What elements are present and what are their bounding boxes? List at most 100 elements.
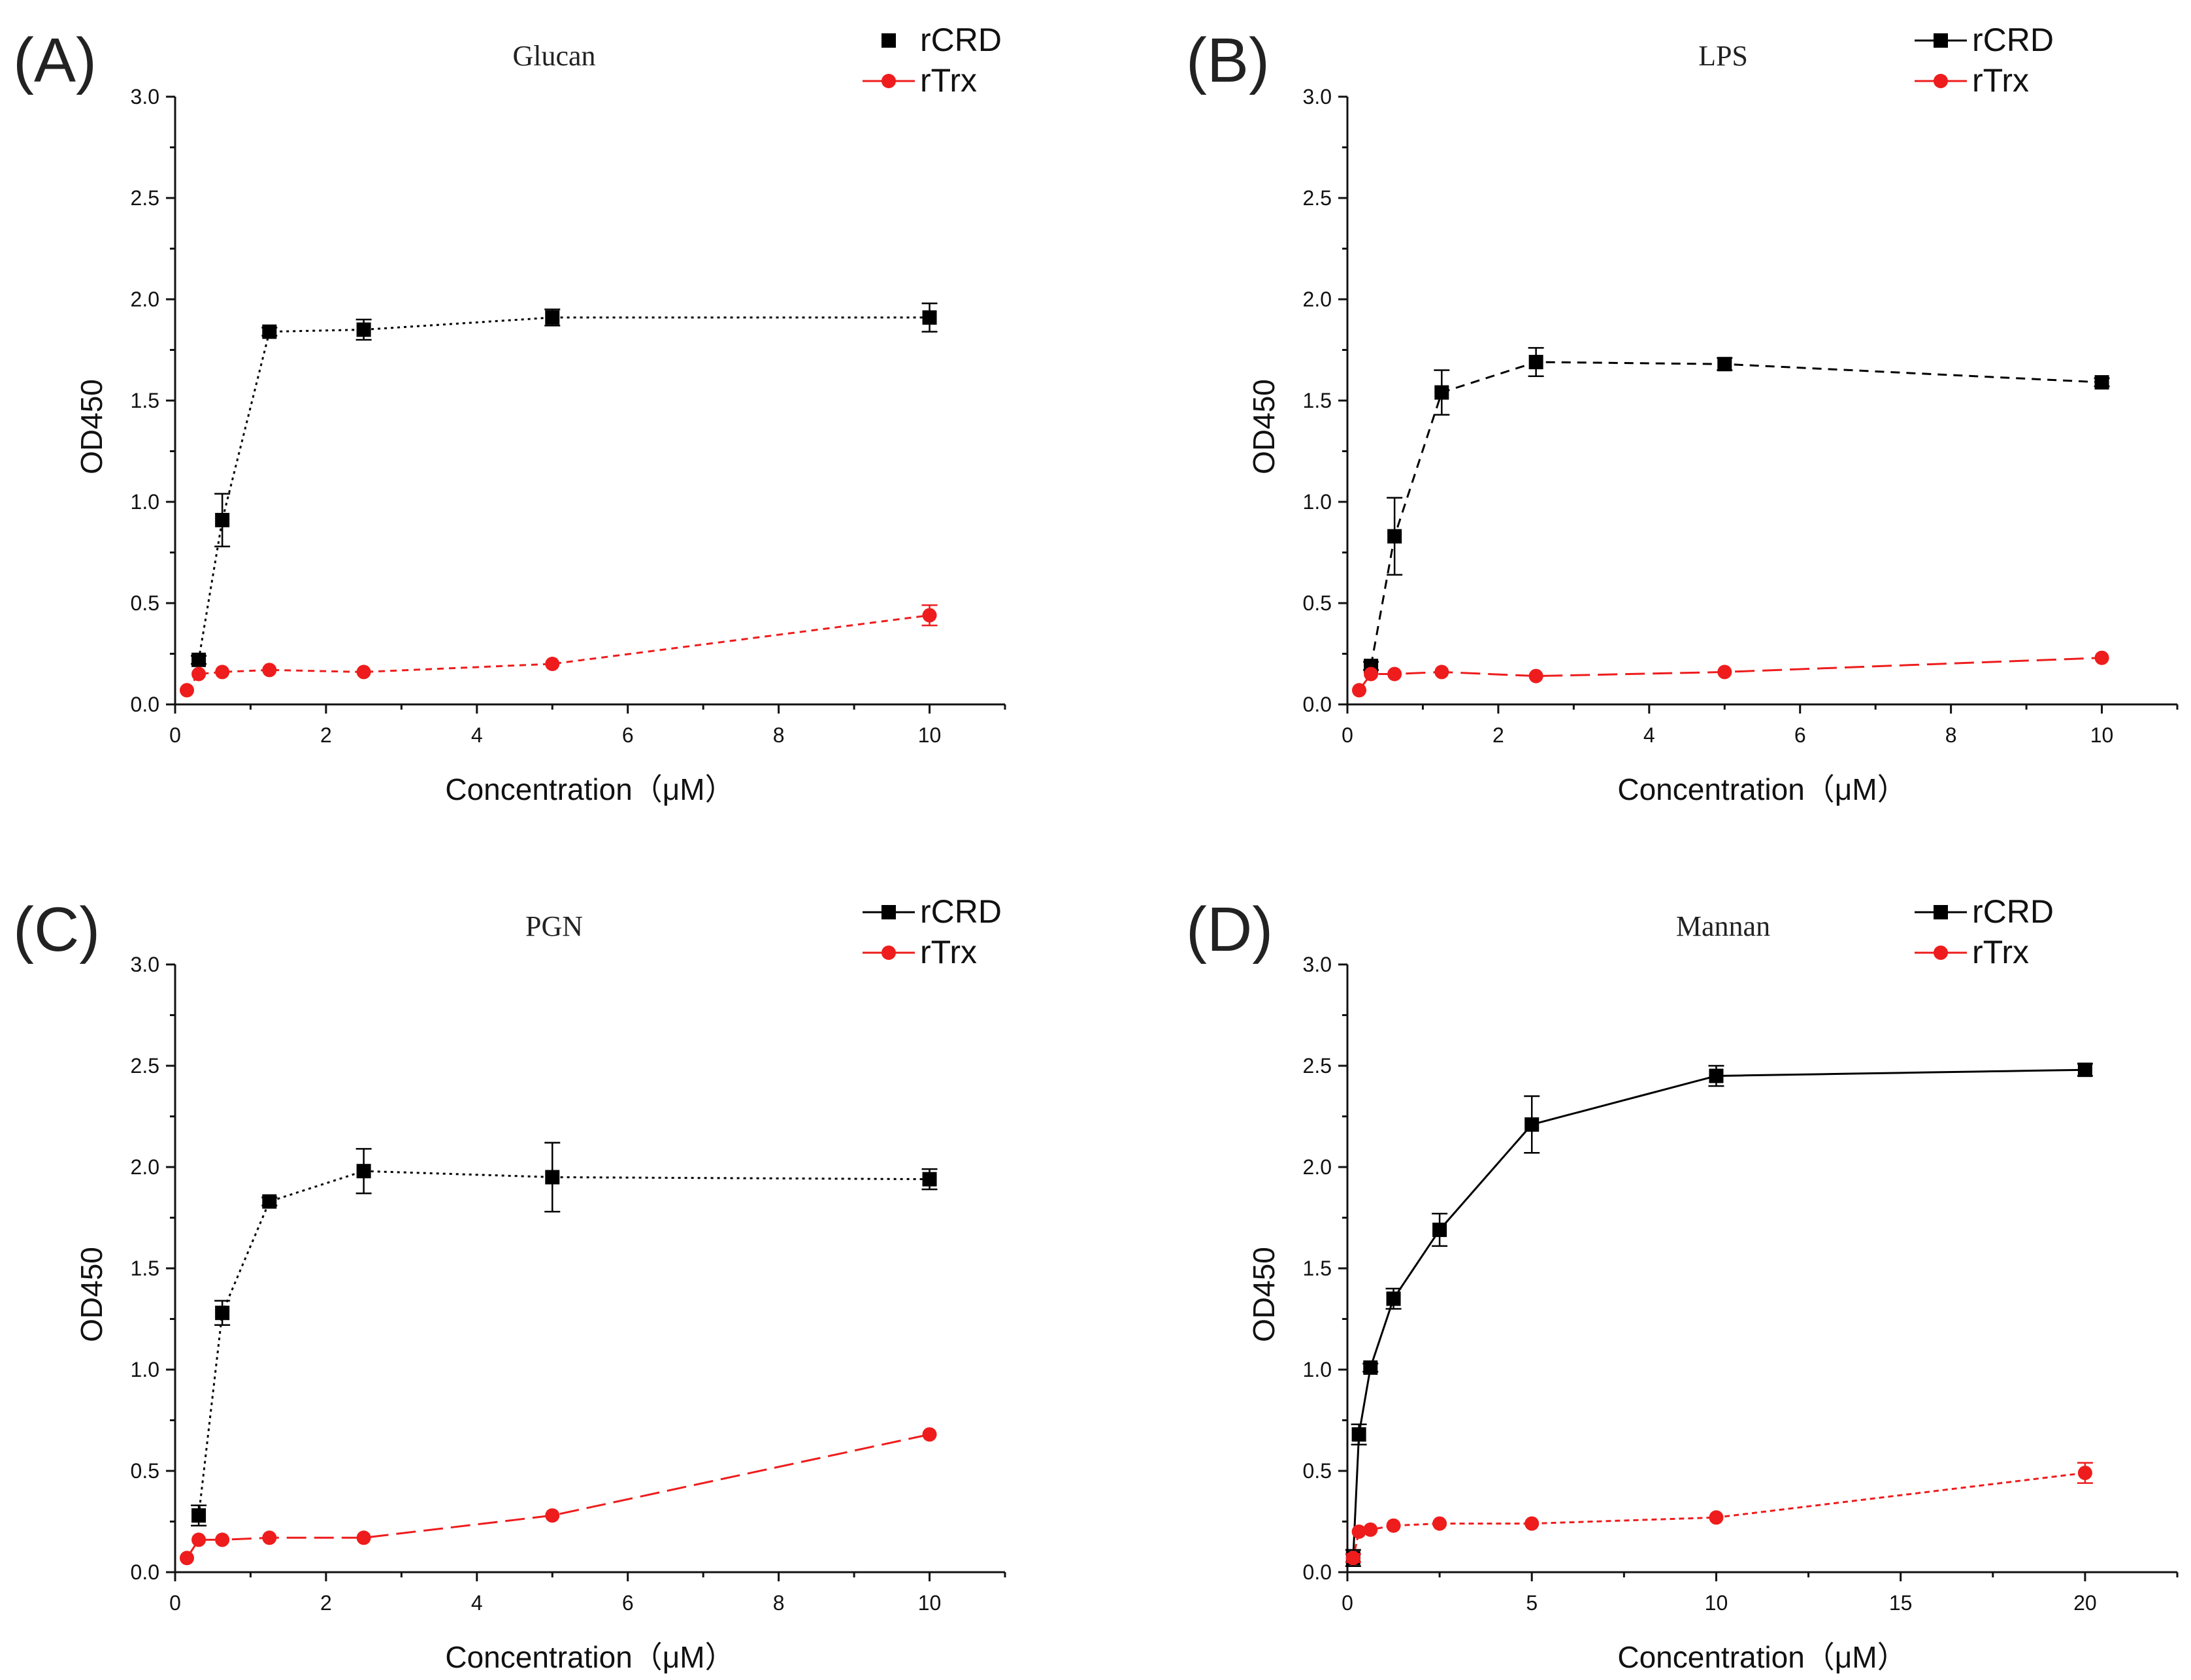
chart-panel-1: (B) LPS 0.0 0.5 1.0 1.5 2.0 2.5 3.0 0 2 4 6 8 10 Concen…: [1186, 22, 2179, 806]
data-point-rTrx: [922, 1427, 937, 1442]
legend-marker-rCRD: [1934, 33, 1948, 48]
data-point-rTrx: [1528, 668, 1543, 684]
y-tick-label: 2.5: [131, 1054, 159, 1078]
legend-label-rTrx: rTrx: [1972, 934, 2029, 970]
data-point-rTrx: [1434, 665, 1449, 680]
y-axis-label: OD450: [74, 379, 108, 474]
data-point-rCRD: [1709, 1068, 1724, 1083]
x-tick-label: 10: [918, 1591, 942, 1615]
data-point-rCRD: [922, 310, 937, 325]
data-point-rCRD: [215, 1306, 230, 1321]
data-point-rCRD: [262, 1194, 277, 1209]
data-point-rTrx: [1345, 1551, 1360, 1566]
data-point-rTrx: [1352, 683, 1367, 698]
y-tick-label: 0.0: [131, 1560, 159, 1584]
data-point-rCRD: [1387, 529, 1402, 544]
y-axis-label: OD450: [1247, 1247, 1281, 1342]
x-tick-label: 0: [1342, 1591, 1353, 1615]
data-point-rTrx: [1709, 1510, 1724, 1525]
y-tick-label: 0.5: [1303, 591, 1332, 615]
data-point-rTrx: [1717, 665, 1732, 680]
x-tick-label: 6: [622, 723, 634, 747]
x-tick-label: 8: [773, 1591, 785, 1615]
data-point-rCRD: [922, 1172, 937, 1187]
y-tick-label: 0.5: [131, 1459, 159, 1483]
data-point-rTrx: [1351, 1524, 1366, 1539]
series-line-rCRD: [1370, 361, 2102, 667]
data-point-rCRD: [1432, 1223, 1447, 1238]
x-tick-label: 4: [471, 1591, 483, 1615]
data-point-rCRD: [545, 310, 560, 325]
x-axis-label: Concentration（μM）: [1617, 772, 1907, 806]
data-point-rTrx: [2077, 1466, 2092, 1481]
y-tick-label: 3.0: [1303, 85, 1332, 108]
y-tick-label: 0.5: [1303, 1459, 1332, 1483]
y-tick-label: 1.5: [1303, 389, 1332, 412]
data-point-rTrx: [356, 665, 371, 680]
data-point-rCRD: [262, 324, 277, 339]
x-tick-label: 4: [471, 723, 483, 747]
x-axis-label: Concentration（μM）: [445, 1640, 734, 1674]
legend-marker-rTrx: [881, 946, 896, 960]
legend-label-rCRD: rCRD: [1972, 22, 2054, 58]
data-point-rTrx: [1432, 1516, 1447, 1531]
x-tick-label: 6: [622, 1591, 634, 1615]
data-point-rTrx: [180, 683, 195, 698]
series-line-rCRD: [1352, 1068, 2085, 1558]
panel-label: (C): [13, 895, 100, 964]
axes: [1346, 97, 2177, 706]
data-point-rTrx: [1364, 667, 1379, 682]
data-point-rCRD: [356, 322, 371, 337]
x-tick-label: 8: [773, 723, 785, 747]
y-tick-label: 2.5: [1303, 186, 1332, 210]
axes: [1346, 964, 2177, 1573]
legend-label-rCRD: rCRD: [1972, 893, 2054, 930]
chart-panel-2: (C) PGN 0.0 0.5 1.0 1.5 2.0 2.5 3.0 0 2 4 6 8 10 Concen…: [13, 893, 1006, 1674]
x-tick-label: 0: [169, 723, 181, 747]
data-point-rTrx: [262, 1530, 277, 1545]
legend-marker-rCRD: [881, 33, 896, 48]
x-tick-label: 5: [1526, 1591, 1538, 1615]
x-axis-label: Concentration（μM）: [1617, 1640, 1907, 1674]
data-point-rCRD: [1386, 1291, 1401, 1306]
axes: [174, 964, 1005, 1573]
y-tick-label: 0.0: [1303, 1560, 1332, 1584]
legend-label-rTrx: rTrx: [1972, 62, 2029, 99]
chart-panel-3: (D) Mannan 0.0 0.5 1.0 1.5 2.0 2.5 3.0 0 5 10 15 20 Co…: [1186, 893, 2179, 1674]
y-tick-label: 1.5: [1303, 1257, 1332, 1280]
data-point-rCRD: [1434, 385, 1449, 400]
series-line-rCRD: [197, 1170, 930, 1516]
data-point-rCRD: [1363, 1360, 1378, 1375]
y-tick-label: 2.0: [1303, 288, 1332, 311]
legend-label-rTrx: rTrx: [920, 934, 977, 970]
x-tick-label: 4: [1643, 723, 1655, 747]
y-tick-label: 1.0: [1303, 1358, 1332, 1381]
legend-label-rTrx: rTrx: [920, 62, 977, 99]
legend-marker-rCRD: [881, 905, 896, 919]
data-point-rCRD: [356, 1164, 371, 1179]
data-point-rCRD: [545, 1170, 560, 1185]
data-point-rTrx: [1386, 1518, 1401, 1533]
data-point-rTrx: [356, 1530, 371, 1545]
x-axis-label: Concentration（μM）: [445, 772, 734, 806]
data-point-rCRD: [2094, 375, 2109, 390]
y-tick-label: 2.5: [131, 186, 159, 210]
x-tick-label: 10: [1705, 1591, 1728, 1615]
data-point-rCRD: [1717, 357, 1732, 372]
y-tick-label: 3.0: [131, 85, 159, 108]
y-tick-label: 0.5: [131, 591, 159, 615]
data-point-rCRD: [1524, 1117, 1540, 1132]
data-point-rCRD: [2077, 1062, 2092, 1078]
panel-label: (B): [1186, 25, 1270, 95]
legend-marker-rTrx: [1934, 74, 1948, 88]
x-tick-label: 15: [1889, 1591, 1913, 1615]
y-axis-label: OD450: [1247, 379, 1281, 474]
data-point-rCRD: [191, 1508, 206, 1523]
y-tick-label: 3.0: [131, 953, 159, 976]
chart-title: PGN: [525, 910, 583, 942]
data-point-rCRD: [215, 512, 230, 527]
panel-label: (D): [1186, 895, 1273, 964]
data-point-rTrx: [922, 608, 937, 623]
data-point-rTrx: [1387, 667, 1402, 682]
